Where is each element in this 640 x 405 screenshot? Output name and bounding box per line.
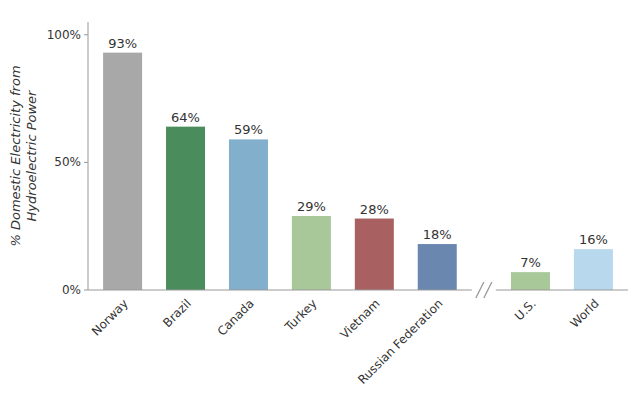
x-tick-label: World xyxy=(568,296,602,330)
axis-break xyxy=(484,282,492,298)
bar xyxy=(229,139,268,290)
bar xyxy=(103,53,142,290)
x-tick-label: Brazil xyxy=(160,296,194,330)
x-tick-label: Russian Federation xyxy=(355,296,445,386)
x-tick-label: Norway xyxy=(89,296,131,338)
data-label: 29% xyxy=(297,199,326,214)
y-tick xyxy=(84,290,88,291)
y-tick-label: 100% xyxy=(47,28,81,42)
x-axis-line xyxy=(88,290,472,291)
y-axis-line xyxy=(88,22,89,290)
y-tick xyxy=(84,162,88,163)
panel: 0% 50% 100% 93% 64% 59% 29% 28% 18% Norway Brazil C… xyxy=(8,22,472,387)
bar xyxy=(355,219,394,290)
bars xyxy=(103,53,457,290)
bar xyxy=(292,216,331,290)
data-label: 18% xyxy=(423,227,452,242)
x-tick-label: Turkey xyxy=(282,296,320,334)
bars xyxy=(511,249,613,290)
data-label: 64% xyxy=(171,110,200,125)
data-label: 59% xyxy=(234,122,263,137)
bar xyxy=(511,272,550,290)
bar xyxy=(166,127,205,290)
panel: 7% 16% U.S. World xyxy=(496,232,628,330)
data-label: 93% xyxy=(108,36,137,51)
y-tick xyxy=(84,34,88,35)
bar xyxy=(574,249,613,290)
x-tick-label: Canada xyxy=(215,296,257,338)
chart: 0% 50% 100% 93% 64% 59% 29% 28% 18% Norway Brazil C… xyxy=(0,0,640,405)
bar xyxy=(418,244,457,290)
y-axis-label: % Domestic Electricity fromHydroelectric… xyxy=(8,65,39,246)
data-label: 28% xyxy=(360,202,389,217)
y-tick-label: 50% xyxy=(54,155,81,169)
y-tick-label: 0% xyxy=(62,283,81,297)
data-label: 7% xyxy=(520,255,541,270)
data-label: 16% xyxy=(579,232,608,247)
x-axis-line xyxy=(496,290,628,291)
x-tick-label: Vietnam xyxy=(337,296,382,341)
x-tick-label: U.S. xyxy=(512,296,539,323)
axis-break xyxy=(476,282,484,298)
